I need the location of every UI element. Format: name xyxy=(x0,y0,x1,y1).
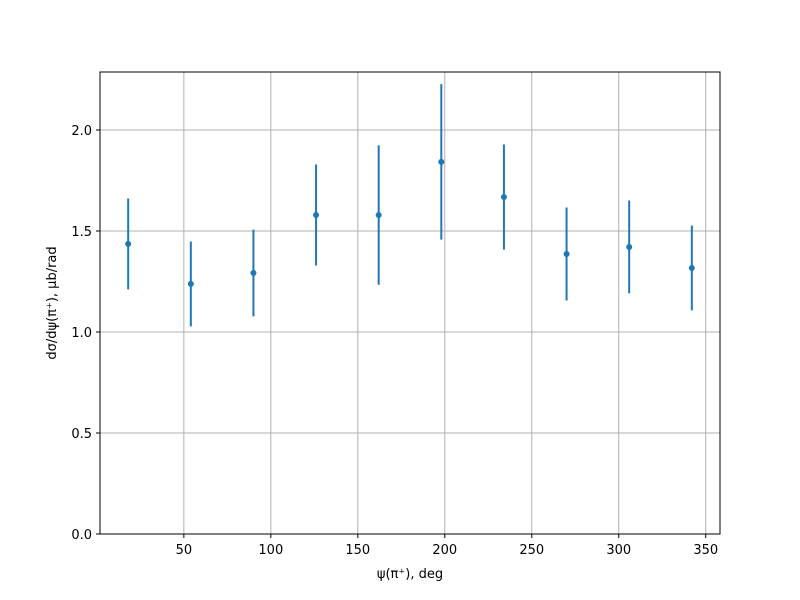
y-tick-label: 1.0 xyxy=(71,326,92,341)
x-tick-label: 50 xyxy=(176,543,193,558)
x-tick-label: 200 xyxy=(432,543,457,558)
data-point xyxy=(187,280,194,287)
y-tick-label: 2.0 xyxy=(71,124,92,139)
data-point xyxy=(375,212,382,219)
data-point xyxy=(500,194,507,201)
x-tick-label: 250 xyxy=(519,543,544,558)
data-point xyxy=(438,158,445,165)
x-tick-label: 300 xyxy=(606,543,631,558)
data-point xyxy=(688,264,695,271)
data-point xyxy=(626,243,633,250)
y-tick-label: 0.0 xyxy=(71,528,92,543)
data-point xyxy=(563,251,570,258)
data-point xyxy=(250,270,257,277)
data-point xyxy=(313,212,320,219)
x-axis-label: ψ(π⁺), deg xyxy=(377,567,443,582)
data-point xyxy=(125,240,132,247)
y-tick-label: 0.5 xyxy=(71,427,92,442)
x-tick-label: 350 xyxy=(693,543,718,558)
plot-frame xyxy=(99,71,721,535)
x-tick-label: 150 xyxy=(345,543,370,558)
y-axis-label: dσ/dψ(π⁺), μb/rad xyxy=(45,246,60,359)
x-tick-label: 100 xyxy=(258,543,283,558)
y-tick-label: 1.5 xyxy=(71,225,92,240)
